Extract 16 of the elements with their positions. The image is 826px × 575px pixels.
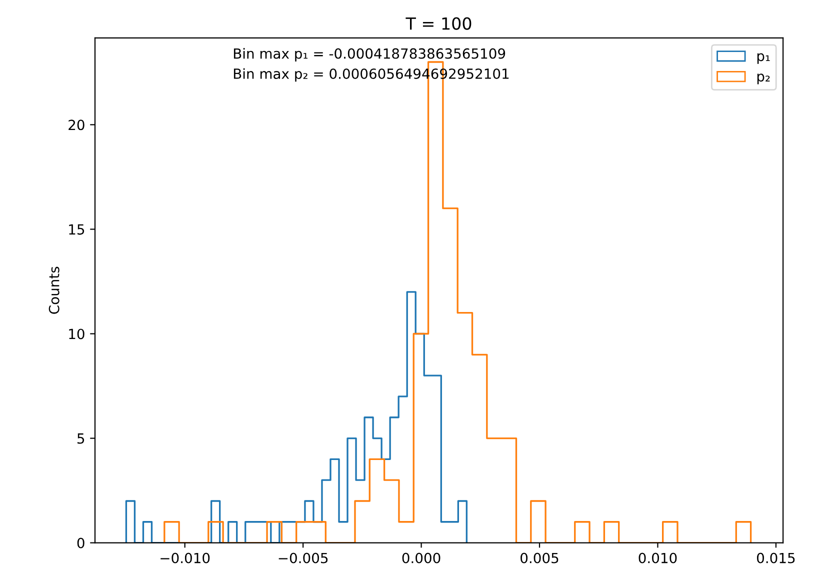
x-tick-label: −0.005 [278, 552, 328, 564]
legend-label: p₁ [757, 53, 770, 64]
x-tick-label: 0.010 [638, 552, 677, 564]
x-tick-label: −0.010 [160, 552, 210, 564]
y-tick-label: 0 [77, 538, 84, 548]
y-tick-label: 5 [78, 433, 84, 444]
x-tick-label: 0.000 [402, 552, 440, 564]
y-axis-title: Counts [48, 266, 60, 314]
chart-title: T = 100 [406, 17, 472, 30]
y-tick-label: 20 [68, 120, 84, 130]
legend-label: p₂ [757, 74, 770, 84]
y-tick-label: 15 [69, 224, 84, 235]
x-tick-label: 0.005 [520, 552, 558, 564]
annotation: Bin max p₁ = -0.000418783863565109 [234, 48, 506, 62]
x-tick-label: 0.015 [756, 552, 795, 564]
y-tick-label: 10 [69, 328, 84, 340]
